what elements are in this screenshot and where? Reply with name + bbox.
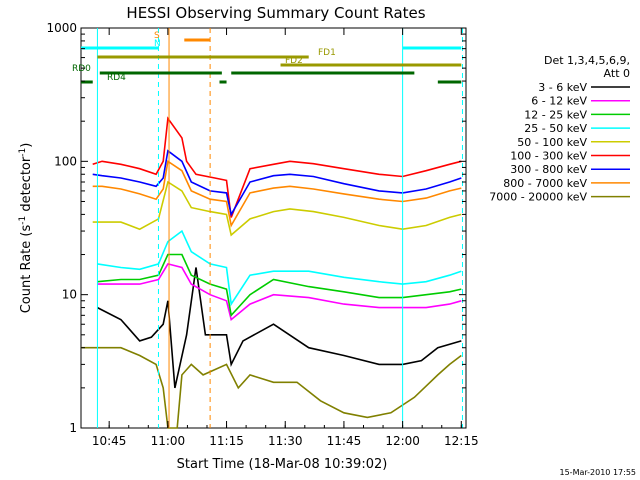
segment-label-0: S — [154, 31, 160, 41]
segment-label-1: N — [154, 39, 161, 49]
y-label-sup-2: -1 — [18, 148, 28, 157]
y-axis: 1 10 100 1000 — [46, 21, 466, 435]
legend-label-8: 7000 - 20000 keV — [489, 191, 587, 204]
series-line-1 — [97, 262, 462, 322]
legend-label-7: 800 - 7000 keV — [503, 177, 587, 190]
legend-label-5: 100 - 300 keV — [510, 150, 587, 163]
y-label-post: ) — [19, 143, 34, 148]
segment-label-3: FD2 — [285, 56, 303, 66]
legend-label-1: 6 - 12 keV — [531, 95, 587, 108]
y-tick-label-3: 1000 — [46, 21, 77, 35]
series-line-4 — [92, 180, 462, 237]
x-axis-label: Start Time (18-Mar-08 10:39:02) — [177, 457, 388, 472]
x-tick-label-0: 10:45 — [92, 434, 127, 448]
x-tick-label-6: 12:15 — [444, 434, 479, 448]
interval-markers — [96, 28, 463, 428]
y-tick-label-0: 1 — [69, 421, 77, 435]
series-line-6 — [92, 149, 462, 217]
legend-label-0: 3 - 6 keV — [538, 81, 587, 94]
x-tick-label-4: 11:45 — [327, 434, 362, 448]
footer-timestamp: 15-Mar-2010 17:55 — [560, 468, 637, 477]
series-line-8 — [81, 346, 462, 429]
x-tick-label-3: 11:30 — [268, 434, 303, 448]
y-tick-label-2: 100 — [54, 154, 77, 168]
legend-label-3: 25 - 50 keV — [524, 122, 587, 135]
series-line-5 — [92, 116, 462, 218]
series-line-3 — [97, 229, 462, 307]
chart-title: HESSI Observing Summary Count Rates — [126, 4, 425, 22]
series-line-7 — [92, 159, 462, 228]
y-label-mid: detector — [19, 156, 34, 216]
y-axis-label: Count Rate (s-1 detector-1) — [18, 143, 34, 314]
y-label-pre: Count Rate (s — [19, 225, 34, 314]
segment-bars: SN FD1 FD2 RD0 RD4 — [72, 31, 462, 84]
y-tick-label-1: 10 — [62, 288, 77, 302]
legend-label-4: 50 - 100 keV — [517, 136, 587, 149]
legend-label-6: 300 - 800 keV — [510, 163, 587, 176]
series-line-2 — [97, 253, 462, 318]
x-axis: 10:45 11:00 11:15 11:30 11:45 12:00 12:15 — [92, 28, 479, 448]
series-lines — [81, 116, 462, 429]
x-tick-label-5: 12:00 — [385, 434, 420, 448]
y-label-sup-1: -1 — [18, 216, 28, 225]
series-line-0 — [97, 267, 462, 389]
x-tick-label-1: 11:00 — [151, 434, 186, 448]
segment-label-4: RD0 — [72, 64, 91, 74]
legend-title-2: Att 0 — [604, 67, 630, 80]
legend-title-1: Det 1,3,4,5,6,9, — [544, 54, 630, 67]
legend-label-2: 12 - 25 keV — [524, 108, 587, 121]
x-tick-label-2: 11:15 — [209, 434, 244, 448]
segment-label-5: RD4 — [107, 73, 126, 83]
segment-label-2: FD1 — [318, 48, 336, 58]
plot-frame — [80, 27, 467, 429]
